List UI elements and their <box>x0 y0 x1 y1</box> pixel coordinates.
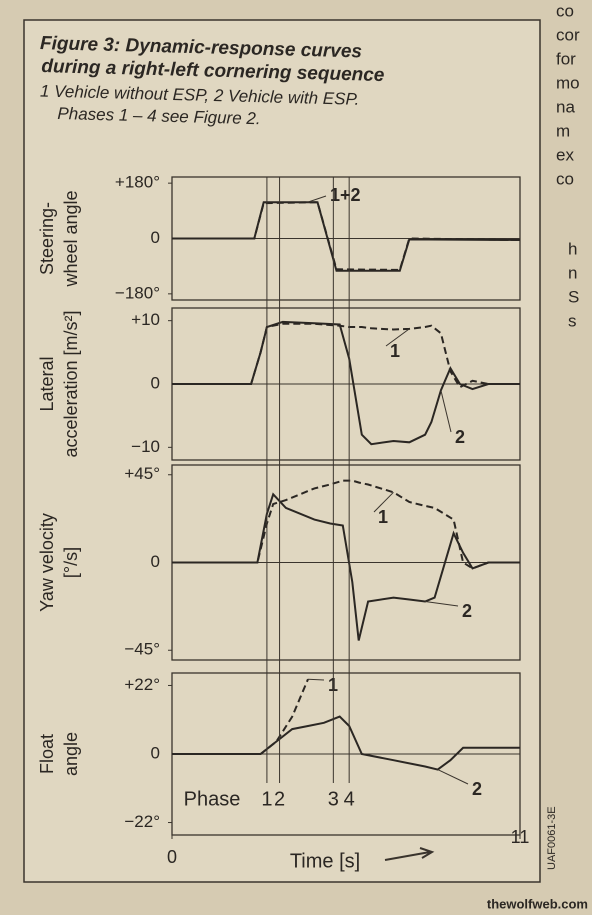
series-label: 1 <box>390 341 400 361</box>
annotation: 1+2 <box>330 185 361 205</box>
label-leader <box>437 769 469 785</box>
page-text-fragment: s <box>568 311 577 330</box>
page-text-fragment: na <box>556 97 575 116</box>
series-line <box>172 320 520 446</box>
y-tick-label: +180° <box>115 173 160 192</box>
series-label: 1 <box>378 507 388 527</box>
label-leader <box>425 601 459 607</box>
y-axis-label: Steering- <box>37 202 57 275</box>
phase-number: 1 <box>261 788 272 810</box>
x-axis-label: Time [s] <box>290 850 360 872</box>
y-axis-label: angle <box>61 732 81 776</box>
phase-number: 3 <box>328 788 339 810</box>
y-tick-label: −10 <box>131 437 160 456</box>
label-leader <box>308 678 325 681</box>
page-text-fragment: n <box>568 263 577 282</box>
x-tick-label: 0 <box>167 847 177 867</box>
y-tick-label: −22° <box>124 812 160 831</box>
y-tick-label: 0 <box>151 373 160 392</box>
figure-code: UAF0061-3E <box>546 806 558 870</box>
y-tick-label: +22° <box>124 675 160 694</box>
series-line <box>172 479 520 570</box>
y-tick-label: −45° <box>124 640 160 659</box>
y-tick-label: 0 <box>151 552 160 571</box>
y-axis-label: acceleration [m/s²] <box>61 310 81 457</box>
phase-number: 4 <box>344 788 355 810</box>
series-line <box>172 492 520 641</box>
y-axis-label: wheel angle <box>61 190 81 287</box>
label-leader <box>307 195 327 203</box>
label-leader <box>373 491 394 513</box>
page-text-fragment: for <box>556 49 576 68</box>
phase-label: Phase <box>184 788 241 810</box>
y-axis-label: Yaw velocity <box>37 513 57 612</box>
page-text-fragment: co <box>556 1 574 20</box>
page-text-fragment: m <box>556 121 570 140</box>
phase-number: 2 <box>274 788 285 810</box>
page-text-fragment: S <box>568 287 579 306</box>
y-tick-label: +45° <box>124 464 160 483</box>
series-label: 2 <box>455 427 465 447</box>
y-axis-label: Lateral <box>37 356 57 411</box>
series-line <box>172 201 521 272</box>
y-tick-label: 0 <box>151 743 160 762</box>
page-text-fragment: mo <box>556 73 580 92</box>
page-text-fragment: h <box>568 239 577 258</box>
series-line <box>172 715 520 771</box>
y-tick-label: −180° <box>115 283 160 302</box>
x-axis-arrow <box>384 847 435 861</box>
page-text-fragment: cor <box>556 25 580 44</box>
series-label: 2 <box>462 601 472 621</box>
page-text-fragment: ex <box>556 145 574 164</box>
figure-frame <box>23 19 541 883</box>
series-line <box>172 322 520 389</box>
label-leader <box>385 328 410 347</box>
series-label: 2 <box>472 779 482 799</box>
y-tick-label: 0 <box>151 228 160 247</box>
watermark: thewolfweb.com <box>487 896 588 911</box>
y-axis-label: [°/s] <box>61 547 81 578</box>
page-text-fragment: co <box>556 169 574 188</box>
y-axis-label: Float <box>37 734 57 774</box>
label-leader <box>440 390 452 433</box>
y-tick-label: +10 <box>131 310 160 329</box>
